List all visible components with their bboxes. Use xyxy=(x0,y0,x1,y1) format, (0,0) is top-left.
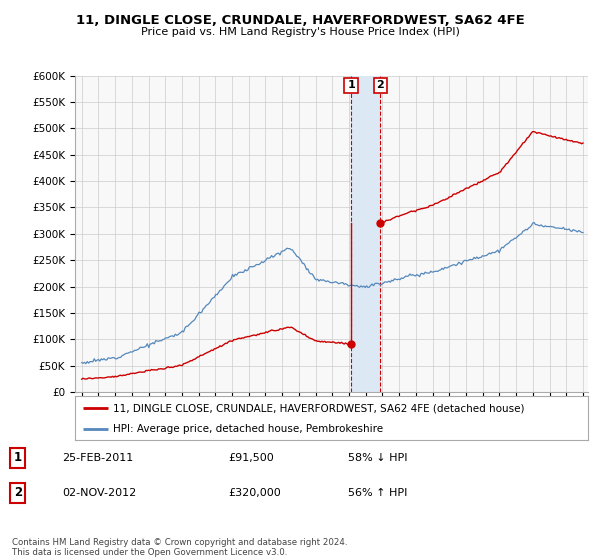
Text: 1: 1 xyxy=(347,80,355,90)
Bar xyxy=(351,76,380,392)
Text: Contains HM Land Registry data © Crown copyright and database right 2024.
This d: Contains HM Land Registry data © Crown c… xyxy=(12,538,347,557)
Text: Price paid vs. HM Land Registry's House Price Index (HPI): Price paid vs. HM Land Registry's House … xyxy=(140,27,460,37)
Text: 58% ↓ HPI: 58% ↓ HPI xyxy=(347,453,407,463)
Text: 02-NOV-2012: 02-NOV-2012 xyxy=(62,488,137,498)
Text: 11, DINGLE CLOSE, CRUNDALE, HAVERFORDWEST, SA62 4FE: 11, DINGLE CLOSE, CRUNDALE, HAVERFORDWES… xyxy=(76,14,524,27)
Text: 11, DINGLE CLOSE, CRUNDALE, HAVERFORDWEST, SA62 4FE (detached house): 11, DINGLE CLOSE, CRUNDALE, HAVERFORDWES… xyxy=(113,403,525,413)
Text: £91,500: £91,500 xyxy=(229,453,274,463)
Text: 1: 1 xyxy=(14,451,22,464)
Text: £320,000: £320,000 xyxy=(229,488,281,498)
Text: 25-FEB-2011: 25-FEB-2011 xyxy=(62,453,134,463)
Text: 56% ↑ HPI: 56% ↑ HPI xyxy=(347,488,407,498)
Text: HPI: Average price, detached house, Pembrokeshire: HPI: Average price, detached house, Pemb… xyxy=(113,424,383,433)
Text: 2: 2 xyxy=(14,486,22,500)
Text: 2: 2 xyxy=(377,80,384,90)
